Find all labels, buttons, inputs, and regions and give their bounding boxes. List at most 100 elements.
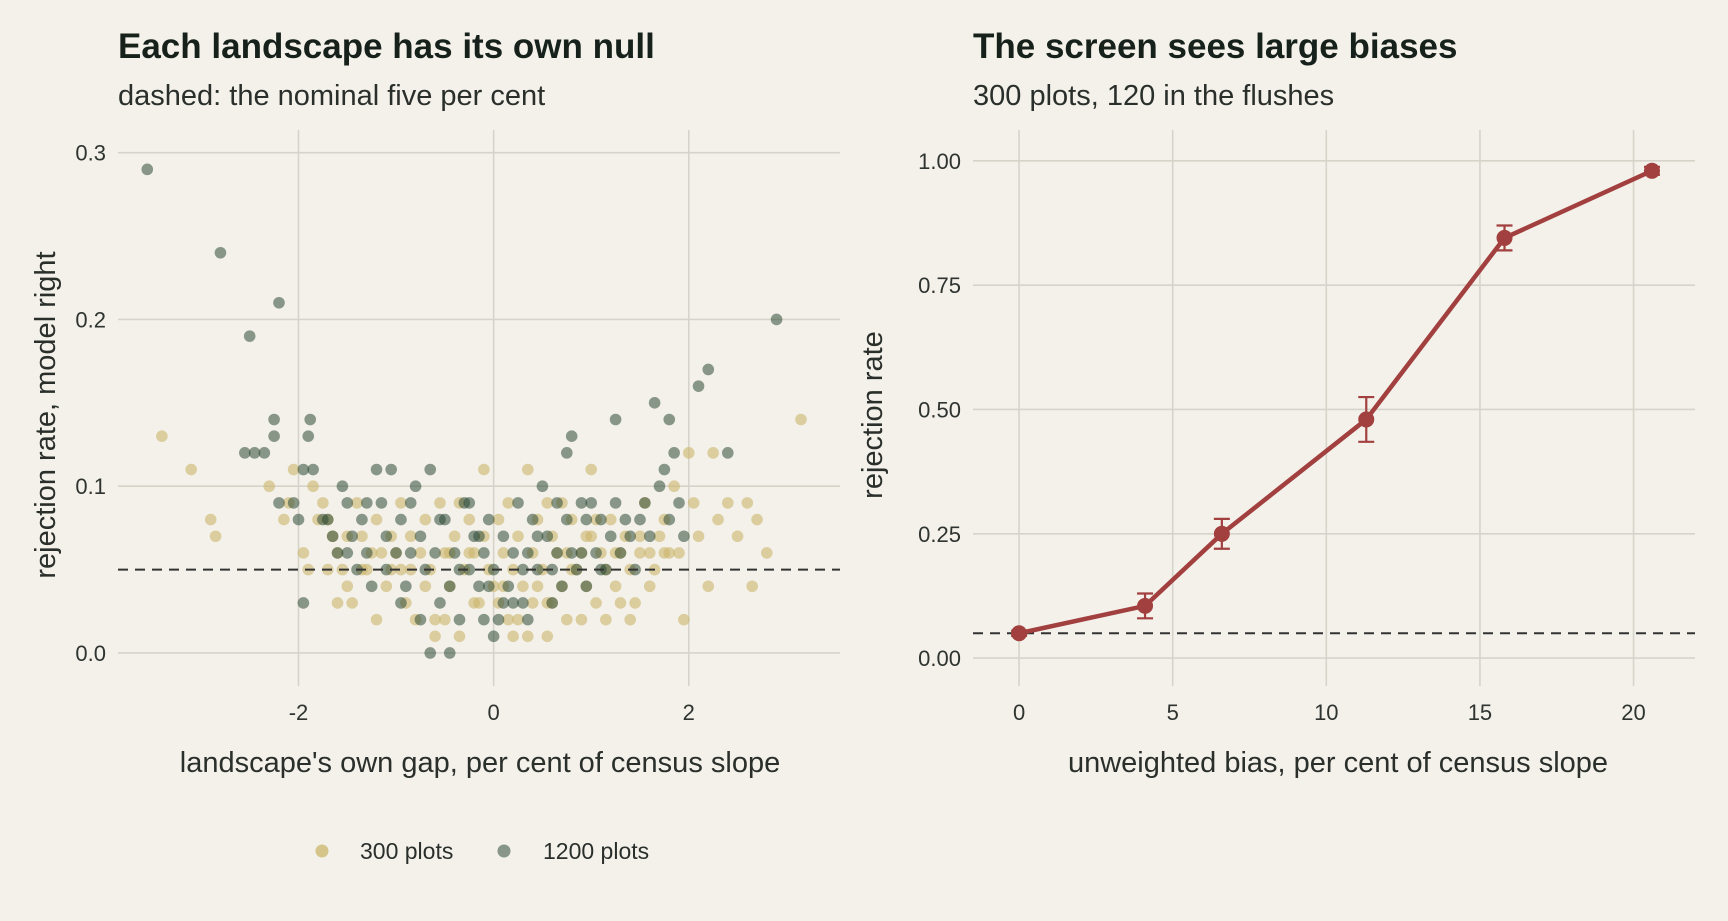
point-1200-plots <box>448 547 461 559</box>
point-300-plots <box>634 547 646 559</box>
point-1200-plots <box>658 463 671 476</box>
point-300-plots <box>429 630 441 643</box>
point-1200-plots <box>463 497 476 509</box>
point-300-plots <box>370 513 383 526</box>
point-300-plots <box>356 530 368 543</box>
point-300-plots <box>761 547 773 559</box>
point-300-plots <box>370 613 383 626</box>
point-1200-plots <box>292 513 305 526</box>
point-1200-plots <box>375 497 388 509</box>
point-1200-plots <box>507 547 519 559</box>
point-300-plots <box>307 480 319 493</box>
point-1200-plots <box>304 413 317 426</box>
point-300-plots <box>439 613 451 626</box>
legend-marker-1200-plots <box>497 844 511 858</box>
point-300-plots <box>395 563 407 576</box>
right-chart-subtitle: 300 plots, 120 in the flushes <box>973 80 1334 112</box>
right-y-tick-label: 0.00 <box>918 646 961 671</box>
point-1200-plots <box>273 497 285 509</box>
point-1200-plots <box>473 530 485 543</box>
point-1200-plots <box>424 647 437 659</box>
point-1200-plots <box>434 513 446 526</box>
right-x-ticks: 0 5 10 15 20 <box>1013 700 1646 725</box>
right-x-tick-label: 15 <box>1468 700 1492 725</box>
point-1200-plots <box>507 597 519 609</box>
rejection-rate-point <box>1643 162 1660 179</box>
right-y-tick-label: 1.00 <box>918 149 961 174</box>
point-300-plots <box>478 463 490 476</box>
point-1200-plots <box>521 547 534 559</box>
point-1200-plots <box>341 547 354 559</box>
point-1200-plots <box>487 630 500 643</box>
point-1200-plots <box>668 447 680 459</box>
point-1200-plots <box>443 647 456 659</box>
point-300-plots <box>521 630 534 643</box>
point-300-plots <box>185 463 197 476</box>
point-300-plots <box>375 547 388 559</box>
point-300-plots <box>463 547 476 559</box>
left-x-ticks: -2 0 2 <box>289 700 695 725</box>
point-300-plots <box>687 497 700 509</box>
right-y-tick-label: 0.75 <box>918 273 961 298</box>
point-1200-plots <box>453 613 466 626</box>
point-300-plots <box>624 613 637 626</box>
point-300-plots <box>380 580 393 593</box>
point-1200-plots <box>214 246 227 259</box>
left-scatter-points <box>141 163 807 659</box>
point-1200-plots <box>565 547 578 559</box>
left-x-tick-label: -2 <box>289 700 309 725</box>
right-x-tick-label: 10 <box>1314 700 1338 725</box>
point-300-plots <box>512 613 524 626</box>
point-300-plots <box>287 463 300 476</box>
point-1200-plots <box>395 597 407 609</box>
point-1200-plots <box>370 463 383 476</box>
point-1200-plots <box>590 547 602 559</box>
point-300-plots <box>526 597 539 609</box>
point-1200-plots <box>326 530 339 543</box>
point-300-plots <box>502 613 515 626</box>
rejection-rate-line <box>1018 168 1653 636</box>
point-1200-plots <box>609 413 622 426</box>
point-300-plots <box>404 530 417 543</box>
point-1200-plots <box>624 530 637 543</box>
point-1200-plots <box>639 497 651 509</box>
point-300-plots <box>746 580 758 593</box>
point-1200-plots <box>239 447 251 459</box>
point-1200-plots <box>526 513 539 526</box>
right-x-tick-label: 5 <box>1167 700 1179 725</box>
point-1200-plots <box>434 597 446 609</box>
point-300-plots <box>741 497 754 509</box>
point-300-plots <box>604 513 617 526</box>
point-1200-plots <box>531 563 544 576</box>
point-1200-plots <box>243 330 256 342</box>
point-300-plots <box>492 513 505 526</box>
point-300-plots <box>795 413 807 426</box>
point-1200-plots <box>302 430 315 442</box>
point-1200-plots <box>297 463 310 476</box>
point-1200-plots <box>502 580 515 593</box>
point-1200-plots <box>692 380 705 392</box>
right-line-series <box>1011 162 1660 642</box>
point-1200-plots <box>404 547 417 559</box>
point-1200-plots <box>770 313 783 326</box>
point-1200-plots <box>414 530 427 543</box>
point-1200-plots <box>512 497 524 509</box>
left-y-axis-label: rejection rate, model right <box>30 251 62 578</box>
right-x-tick-label: 20 <box>1621 700 1645 725</box>
point-1200-plots <box>141 163 154 176</box>
left-y-tick-label: 0.1 <box>75 474 106 499</box>
point-300-plots <box>414 547 427 559</box>
point-1200-plots <box>331 547 344 559</box>
right-gridlines <box>973 130 1695 686</box>
point-1200-plots <box>297 597 310 609</box>
point-300-plots <box>658 547 671 559</box>
rejection-rate-point <box>1011 625 1028 642</box>
point-300-plots <box>331 597 344 609</box>
point-300-plots <box>541 497 554 509</box>
point-300-plots <box>707 447 719 459</box>
point-300-plots <box>502 497 515 509</box>
point-300-plots <box>575 613 588 626</box>
point-1200-plots <box>356 513 368 526</box>
point-1200-plots <box>424 463 437 476</box>
